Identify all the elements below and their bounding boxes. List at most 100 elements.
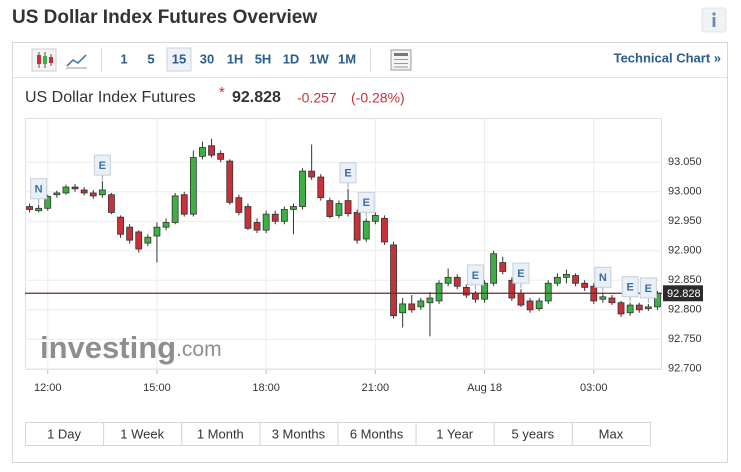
- range-button[interactable]: 1 Week: [120, 426, 164, 441]
- event-marker[interactable]: [639, 277, 657, 299]
- event-label: E: [472, 270, 479, 282]
- event-marker[interactable]: [466, 264, 484, 286]
- candle-up: [371, 214, 379, 222]
- y-tick-label: 93.050: [668, 156, 702, 168]
- candle-down: [390, 244, 397, 317]
- range-button-bg[interactable]: [571, 422, 651, 446]
- interval-button[interactable]: 30: [200, 51, 214, 66]
- interval-bar: 1 5 15 30 1H 5H 1D 1W 1M: [120, 47, 356, 72]
- range-button[interactable]: 5 years: [511, 426, 554, 441]
- interval-button[interactable]: 5H: [255, 51, 272, 66]
- event-marker[interactable]: [512, 262, 530, 284]
- technical-chart-link[interactable]: Technical Chart »: [614, 50, 721, 65]
- event-label: N: [599, 272, 607, 284]
- candle-down: [408, 303, 416, 311]
- x-tick-label: Aug 18: [467, 382, 502, 394]
- interval-button[interactable]: 1M: [338, 51, 356, 66]
- candle-up: [189, 157, 197, 215]
- candle-down: [635, 304, 643, 311]
- event-marker[interactable]: [339, 162, 357, 184]
- candle-up: [144, 236, 152, 244]
- candle-down: [80, 189, 88, 194]
- candle-up: [53, 192, 61, 196]
- range-button[interactable]: 3 Months: [272, 426, 326, 441]
- interval-button[interactable]: 1: [120, 51, 127, 66]
- candle-up: [335, 203, 343, 216]
- icon-body: [43, 56, 47, 64]
- event-label: E: [344, 168, 351, 180]
- range-button[interactable]: Max: [599, 426, 624, 441]
- candle-down: [226, 160, 234, 203]
- candle-up: [426, 297, 434, 304]
- candle-down: [581, 282, 589, 288]
- icon-body: [37, 55, 41, 64]
- interval-button[interactable]: 1W: [309, 51, 329, 66]
- table-icon[interactable]: [390, 49, 412, 71]
- candle-down: [317, 176, 325, 199]
- x-tick-label: 03:00: [580, 382, 608, 394]
- candle-up: [280, 209, 288, 222]
- interval-button[interactable]: 5: [147, 51, 154, 66]
- x-tick-label: 15:00: [143, 382, 171, 394]
- plot: 93.050 93.000 92.950 92.900 92.850 92.800 92.7…: [25, 118, 703, 394]
- info-button[interactable]: [701, 7, 727, 33]
- x-tick-label: 18:00: [252, 382, 280, 394]
- event-marker[interactable]: [594, 266, 612, 288]
- y-tick-label: 92.850: [668, 274, 702, 286]
- interval-button[interactable]: 15: [172, 51, 186, 66]
- range-button[interactable]: 1 Year: [436, 426, 474, 441]
- last-price-tag: 92.828: [667, 288, 701, 300]
- interval-button[interactable]: 1D: [283, 51, 300, 66]
- instrument-name: US Dollar Index Futures: [25, 89, 196, 106]
- watermark: investing.com: [40, 330, 222, 365]
- line-icon[interactable]: [66, 54, 87, 69]
- range-button[interactable]: 1 Day: [47, 426, 81, 441]
- event-marker[interactable]: [30, 178, 48, 200]
- range-button[interactable]: 6 Months: [350, 426, 404, 441]
- candle-up: [299, 170, 306, 207]
- watermark-main: investing: [40, 330, 176, 365]
- range-button[interactable]: 1 Month: [197, 426, 244, 441]
- candle-down: [208, 145, 215, 156]
- event-marker[interactable]: [93, 154, 111, 176]
- candle-up: [599, 296, 607, 300]
- candle-down: [117, 216, 124, 235]
- candle-down: [235, 197, 243, 213]
- candle-up: [535, 300, 543, 310]
- event-marker[interactable]: [621, 276, 639, 298]
- y-tick-label: 92.800: [668, 304, 702, 316]
- candle-down: [308, 170, 316, 178]
- info-bar: [712, 17, 716, 27]
- x-tick-label: 21:00: [362, 382, 390, 394]
- candle-up: [435, 282, 443, 302]
- event-marker[interactable]: [357, 191, 375, 213]
- candle-down: [499, 262, 507, 272]
- event-label: E: [517, 268, 524, 280]
- candle-down: [517, 292, 525, 306]
- event-label: E: [626, 282, 633, 294]
- candle-up: [644, 306, 652, 310]
- candle-down: [381, 217, 388, 243]
- event-label: N: [35, 184, 43, 196]
- candle-up: [199, 147, 206, 157]
- candle-down: [326, 200, 334, 217]
- candle-icon[interactable]: [31, 48, 57, 72]
- candle-down: [472, 292, 479, 300]
- candle-down: [180, 194, 188, 215]
- candle-down: [135, 231, 143, 250]
- range-bar: 1 Day 1 Week 1 Month 3 Months 6 Months 1 Year…: [25, 422, 651, 446]
- candle-down: [244, 206, 252, 229]
- interval-button[interactable]: 1H: [227, 51, 244, 66]
- event-label: E: [645, 283, 652, 295]
- candle-up: [290, 206, 297, 210]
- icon-row: [394, 53, 408, 56]
- candle-up: [153, 226, 161, 237]
- candle-up: [171, 195, 179, 223]
- last-price: 92.828: [232, 89, 281, 106]
- y-tick-label: 92.700: [668, 363, 702, 375]
- candle-down: [453, 276, 461, 287]
- info-dot: [712, 12, 716, 16]
